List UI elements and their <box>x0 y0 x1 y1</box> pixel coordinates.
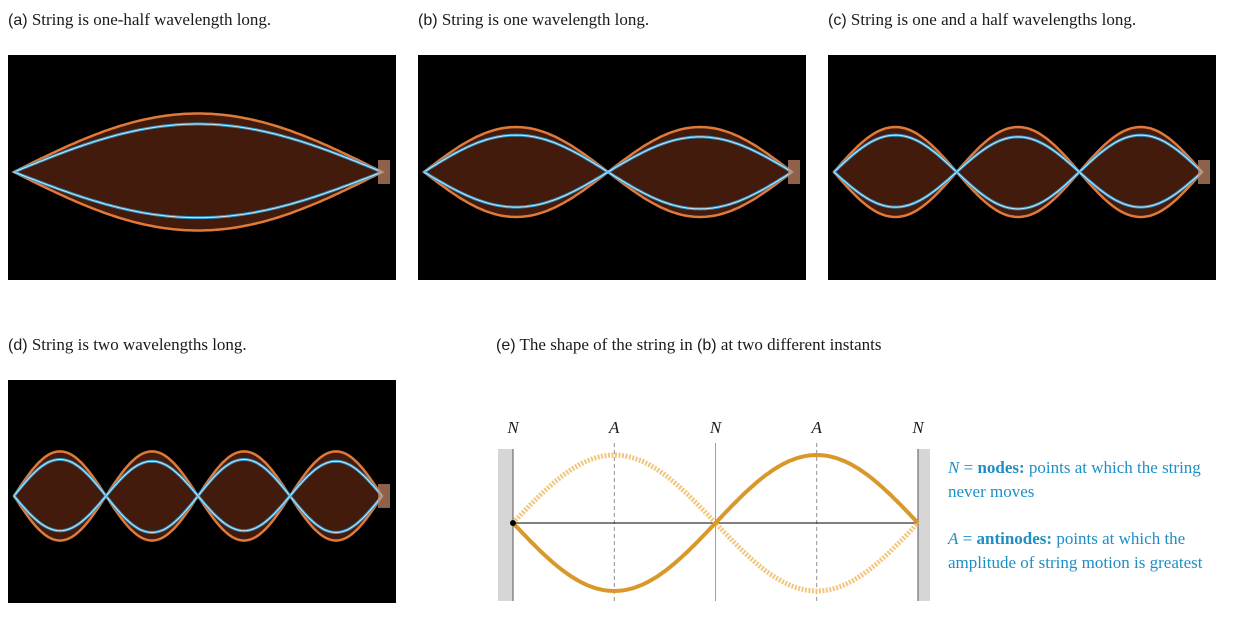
string-highlight-2 <box>423 136 793 208</box>
string-clamp <box>788 160 800 184</box>
node-label-4: N <box>911 418 925 437</box>
standing-wave-photo <box>832 125 1210 219</box>
string-highlight-2 <box>13 171 383 219</box>
string-highlight-1 <box>13 123 383 173</box>
caption-c: (c) String is one and a half wavelengths… <box>828 10 1136 30</box>
caption-c-text: String is one and a half wavelengths lon… <box>850 10 1137 29</box>
caption-e-post: at two different instants <box>720 335 882 354</box>
legend-n-symbol: N <box>948 458 960 477</box>
wave-envelope <box>11 112 385 232</box>
caption-a-letter: (a) <box>8 12 28 29</box>
caption-c-letter: (c) <box>828 12 847 29</box>
string-clamp <box>378 483 390 508</box>
wave-envelope <box>832 125 1204 219</box>
caption-b: (b) String is one wavelength long. <box>418 10 649 30</box>
legend-antinodes: A = antinodes: points at which the ampli… <box>948 527 1228 575</box>
photo-panel-a <box>8 55 396 280</box>
left-wall <box>498 449 513 601</box>
legend-a-equals: = <box>958 529 977 548</box>
node-label-2: N <box>709 418 723 437</box>
caption-d: (d) String is two wavelengths long. <box>8 335 247 355</box>
node-label-0: N <box>506 418 520 437</box>
caption-e-pre: The shape of the string in <box>519 335 693 354</box>
antinode-label-1: A <box>608 418 620 437</box>
right-wall <box>918 449 930 601</box>
photo-panel-c <box>828 55 1216 280</box>
caption-e-ref: (b) <box>697 337 717 354</box>
antinode-label-3: A <box>811 418 823 437</box>
caption-e-letter: (e) <box>496 337 516 354</box>
photo-panel-b <box>418 55 806 280</box>
string-highlight-2 <box>833 136 1203 208</box>
string-highlight-2 <box>13 460 383 532</box>
string-highlight-1 <box>833 134 1203 210</box>
caption-e: (e) The shape of the string in (b) at tw… <box>496 335 882 355</box>
caption-b-text: String is one wavelength long. <box>441 10 650 29</box>
string-shape-dashed <box>511 452 920 594</box>
caption-a: (a) String is one-half wavelength long. <box>8 10 271 30</box>
legend-n-term: nodes: <box>977 458 1025 477</box>
photo-panel-d <box>8 380 396 603</box>
legend-a-desc: points at which the amplitude of string … <box>948 529 1203 572</box>
legend-n-equals: = <box>959 458 978 477</box>
fixed-end-dot <box>510 520 516 526</box>
caption-a-text: String is one-half wavelength long. <box>31 10 272 29</box>
standing-wave-photo <box>421 125 800 219</box>
standing-wave-photo <box>11 112 390 232</box>
caption-b-letter: (b) <box>418 12 438 29</box>
legend-nodes: N = nodes: points at which the string ne… <box>948 456 1228 504</box>
legend-a-term: antinodes: <box>976 529 1053 548</box>
legend-n-desc: points at which the string never moves <box>948 458 1201 501</box>
string-shape-solid <box>511 452 920 594</box>
standing-wave-photo <box>12 450 390 542</box>
legend-a-symbol: A <box>948 529 959 548</box>
string-clamp <box>1198 160 1210 184</box>
string-clamp <box>378 160 390 184</box>
caption-d-letter: (d) <box>8 337 28 354</box>
caption-d-text: String is two wavelengths long. <box>31 335 247 354</box>
